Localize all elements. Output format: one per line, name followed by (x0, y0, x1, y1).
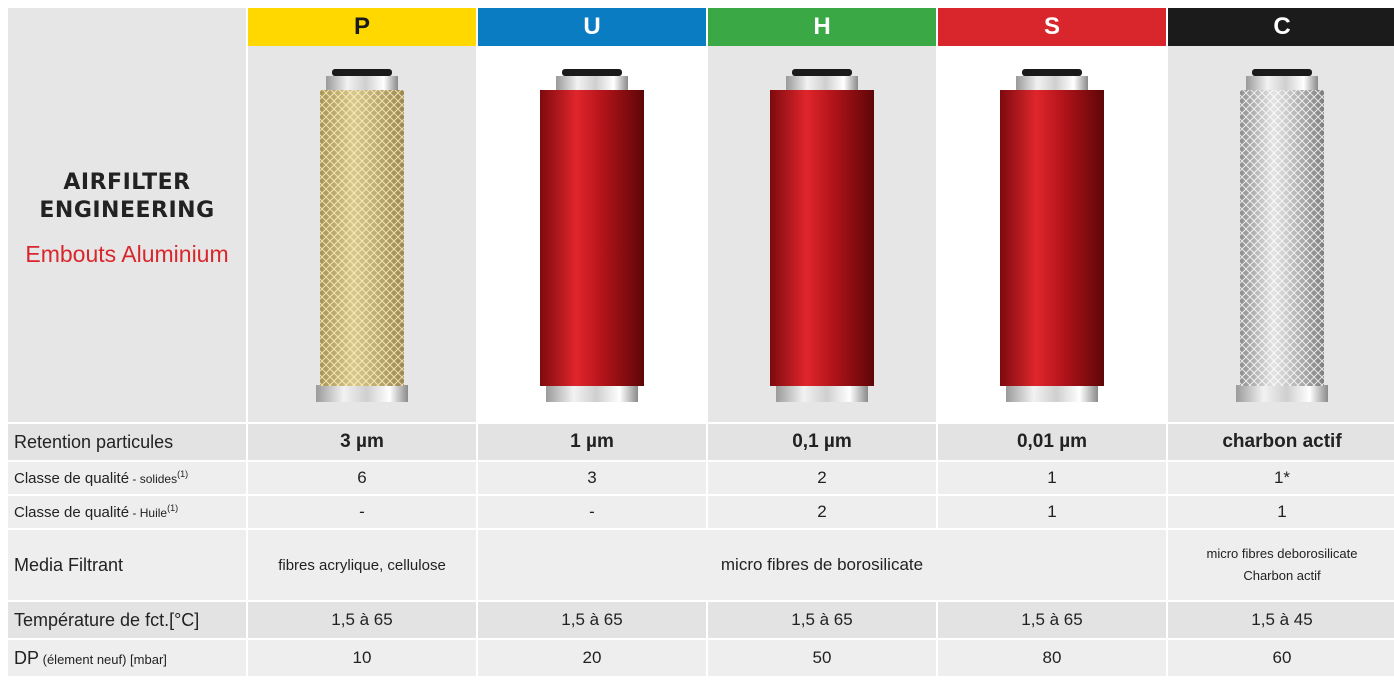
row-label: Classe de qualité - Huile(1) (8, 494, 246, 528)
cell: 10 (248, 638, 476, 676)
cell: 20 (478, 638, 706, 676)
cell: 1 (1168, 494, 1394, 528)
row-solides: Classe de qualité - solides(1) 6 3 2 1 1… (8, 460, 1394, 494)
red-filter-icon (762, 61, 882, 407)
row-retention: Retention particules 3 µm 1 µm 0,1 µm 0,… (8, 422, 1394, 460)
header-S: S (938, 8, 1166, 46)
row-label: DP (élement neuf) [mbar] (8, 638, 246, 676)
cell: 50 (708, 638, 936, 676)
image-cell-H (708, 46, 936, 422)
image-cell-U (478, 46, 706, 422)
cell-merged: micro fibres de borosilicate (478, 528, 1166, 600)
cell: 1,5 à 65 (478, 600, 706, 638)
cell: 2 (708, 460, 936, 494)
header-U: U (478, 8, 706, 46)
image-cell-C (1168, 46, 1394, 422)
cell: 1* (1168, 460, 1394, 494)
cell: 1,5 à 45 (1168, 600, 1394, 638)
red-filter-icon (992, 61, 1112, 407)
cell: fibres acrylique, cellulose (248, 528, 476, 600)
cell: 1,5 à 65 (708, 600, 936, 638)
image-cell-P (248, 46, 476, 422)
brand-cell: AIRFILTER ENGINEERING Embouts Aluminium (8, 8, 246, 422)
cell: 60 (1168, 638, 1394, 676)
row-label: Classe de qualité - solides(1) (8, 460, 246, 494)
cell: 0,1 µm (708, 422, 936, 460)
silver-mesh-filter-icon (1222, 61, 1342, 407)
row-media: Media Filtrant fibres acrylique, cellulo… (8, 528, 1394, 600)
brand-subtitle: Embouts Aluminium (25, 240, 229, 267)
header-C: C (1168, 8, 1394, 46)
cell: 1,5 à 65 (938, 600, 1166, 638)
row-temperature: Température de fct.[°C] 1,5 à 65 1,5 à 6… (8, 600, 1394, 638)
row-label: Retention particules (8, 422, 246, 460)
red-filter-icon (532, 61, 652, 407)
cell: 3 µm (248, 422, 476, 460)
cell: charbon actif (1168, 422, 1394, 460)
brand-title: AIRFILTER ENGINEERING (39, 169, 215, 223)
cell: 3 (478, 460, 706, 494)
cell: 80 (938, 638, 1166, 676)
header-H: H (708, 8, 936, 46)
image-cell-S (938, 46, 1166, 422)
row-huile: Classe de qualité - Huile(1) - - 2 1 1 (8, 494, 1394, 528)
cell: 1,5 à 65 (248, 600, 476, 638)
row-label: Media Filtrant (8, 528, 246, 600)
cell: micro fibres deborosilicate Charbon actif (1168, 528, 1394, 600)
cell: 0,01 µm (938, 422, 1166, 460)
cell: - (478, 494, 706, 528)
cell: - (248, 494, 476, 528)
cell: 2 (708, 494, 936, 528)
cell: 1 (938, 460, 1166, 494)
cell: 1 µm (478, 422, 706, 460)
header-P: P (248, 8, 476, 46)
filter-spec-table: AIRFILTER ENGINEERING Embouts Aluminium … (6, 8, 1394, 676)
row-dp: DP (élement neuf) [mbar] 10 20 50 80 60 (8, 638, 1394, 676)
cell: 1 (938, 494, 1166, 528)
row-label: Température de fct.[°C] (8, 600, 246, 638)
cell: 6 (248, 460, 476, 494)
yellow-mesh-filter-icon (302, 61, 422, 407)
